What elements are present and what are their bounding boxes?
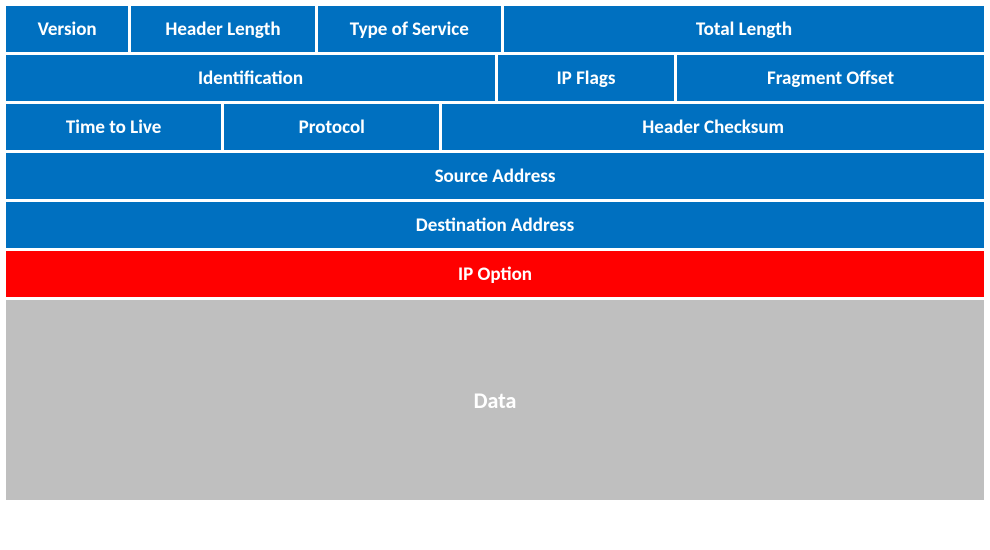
field-data: Data bbox=[6, 300, 984, 500]
field-ip-option: IP Option bbox=[6, 251, 984, 297]
field-header-length: Header Length bbox=[131, 6, 314, 52]
row-7: Data bbox=[6, 300, 984, 500]
field-protocol: Protocol bbox=[224, 104, 439, 150]
row-3: Time to Live Protocol Header Checksum bbox=[6, 104, 984, 150]
field-identification: Identification bbox=[6, 55, 495, 101]
row-4: Source Address bbox=[6, 153, 984, 199]
row-2: Identification IP Flags Fragment Offset bbox=[6, 55, 984, 101]
row-6: IP Option bbox=[6, 251, 984, 297]
ip-header-diagram: Version Header Length Type of Service To… bbox=[6, 6, 984, 500]
field-version: Version bbox=[6, 6, 128, 52]
field-destination-address: Destination Address bbox=[6, 202, 984, 248]
field-fragment-offset: Fragment Offset bbox=[677, 55, 984, 101]
field-header-checksum: Header Checksum bbox=[442, 104, 984, 150]
row-5: Destination Address bbox=[6, 202, 984, 248]
row-1: Version Header Length Type of Service To… bbox=[6, 6, 984, 52]
field-time-to-live: Time to Live bbox=[6, 104, 221, 150]
field-total-length: Total Length bbox=[504, 6, 984, 52]
field-type-of-service: Type of Service bbox=[318, 6, 501, 52]
field-source-address: Source Address bbox=[6, 153, 984, 199]
field-ip-flags: IP Flags bbox=[498, 55, 674, 101]
